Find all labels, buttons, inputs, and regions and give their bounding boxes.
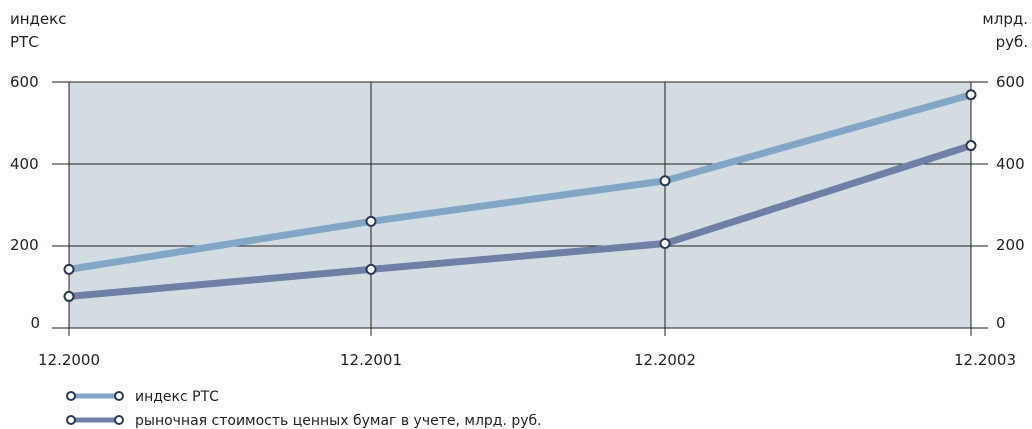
right-tick-label: 0	[996, 314, 1006, 332]
right-tick-label: 600	[996, 73, 1025, 91]
data-point	[63, 290, 75, 302]
legend-item-market-value: рыночная стоимость ценных бумаг в учете,…	[66, 413, 542, 429]
legend-swatch-marker	[66, 391, 76, 401]
data-point	[965, 89, 977, 101]
left-axis-title-line2: РТС	[10, 33, 39, 51]
right-tick-label: 200	[996, 236, 1025, 254]
series-1	[65, 91, 975, 273]
legend-swatch-marker	[66, 415, 76, 425]
series-1-points	[63, 89, 977, 275]
left-tick-label: 400	[10, 155, 39, 173]
data-point	[63, 263, 75, 275]
left-tick-label: 0	[30, 314, 40, 332]
legend-swatch-marker	[114, 391, 124, 401]
x-tick-label: 12.2001	[340, 351, 402, 369]
right-tick-label: 400	[996, 155, 1025, 173]
x-tick-label: 12.2003	[954, 351, 1016, 369]
series-line	[65, 91, 975, 273]
legend: индекс РТС рыночная стоимость ценных бум…	[66, 389, 542, 429]
left-tick-label: 600	[10, 73, 39, 91]
right-tick-labels: 600 400 200 0	[996, 73, 1025, 332]
series-line	[65, 142, 975, 300]
data-point	[365, 215, 377, 227]
series-layer	[63, 89, 977, 302]
x-tick-labels: 12.2000 12.2001 12.2002 12.2003	[38, 351, 1016, 369]
x-tick-label: 12.2002	[634, 351, 696, 369]
series-2-points	[63, 140, 977, 302]
data-point	[365, 263, 377, 275]
legend-item-rts: индекс РТС	[66, 389, 219, 405]
left-tick-label: 200	[10, 236, 39, 254]
right-axis-title-line2: руб.	[996, 33, 1028, 51]
data-point	[659, 175, 671, 187]
legend-swatch-marker	[114, 415, 124, 425]
left-axis-title-line1: индекс	[10, 10, 66, 28]
legend-label: индекс РТС	[135, 389, 219, 405]
data-point	[965, 140, 977, 152]
grid-lines	[52, 81, 988, 336]
data-point	[659, 238, 671, 250]
right-axis-title-line1: млрд.	[982, 10, 1028, 28]
plot-area	[69, 82, 971, 328]
x-tick-label: 12.2000	[38, 351, 100, 369]
legend-label: рыночная стоимость ценных бумаг в учете,…	[135, 413, 542, 429]
left-tick-labels: 600 400 200 0	[10, 73, 40, 332]
series-2	[65, 142, 975, 300]
